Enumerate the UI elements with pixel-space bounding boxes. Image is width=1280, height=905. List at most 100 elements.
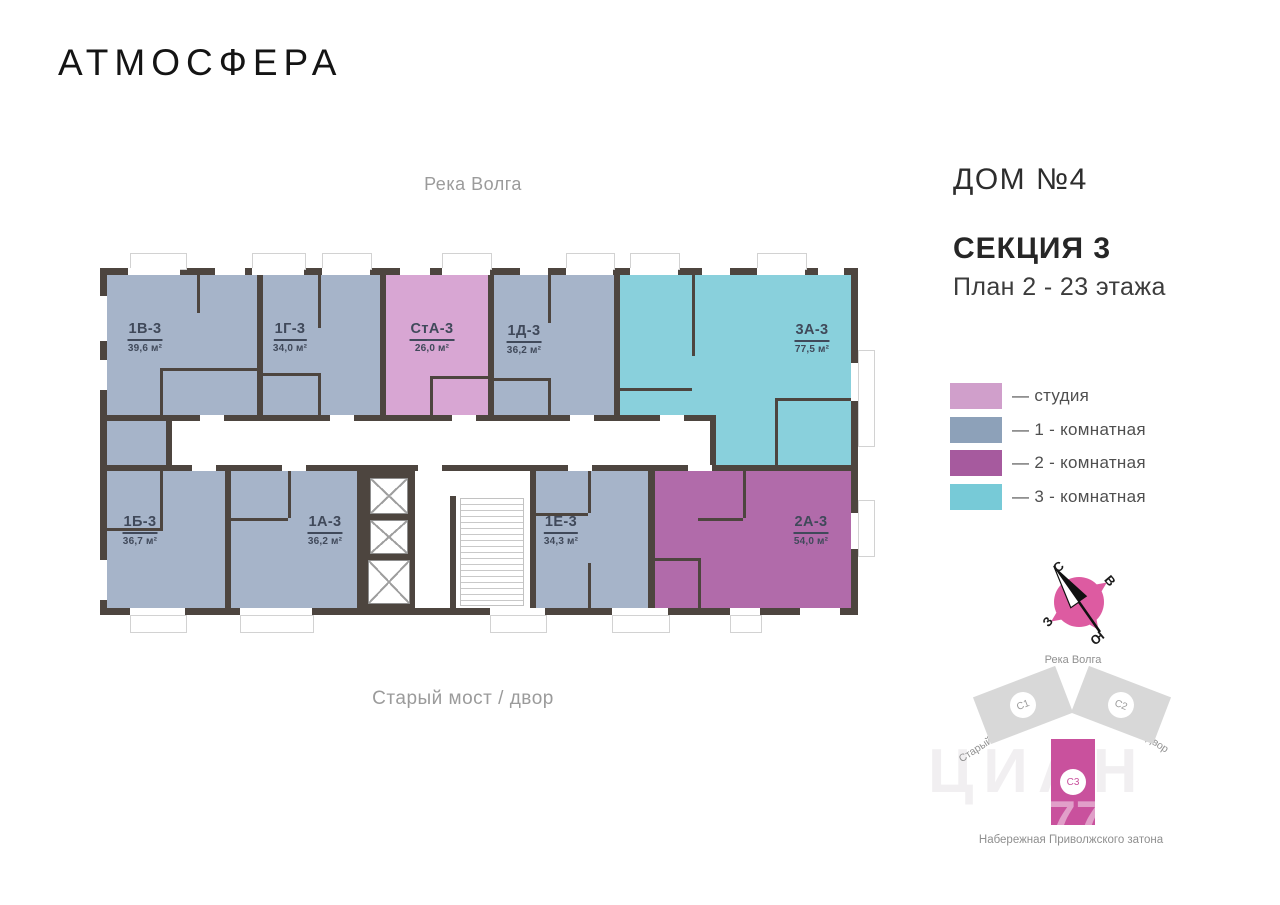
wall-segment bbox=[698, 518, 743, 521]
wall-segment bbox=[698, 558, 701, 608]
window bbox=[100, 560, 107, 600]
wall-segment bbox=[588, 563, 591, 608]
compass-icon: С В З Ю bbox=[1039, 558, 1119, 644]
elevator-icon bbox=[370, 520, 408, 554]
window bbox=[757, 268, 805, 275]
wall-segment bbox=[197, 275, 200, 313]
legend-item-studio: — студия bbox=[950, 383, 1089, 409]
river-side-label: Река Волга bbox=[424, 174, 522, 194]
wall-segment bbox=[288, 471, 291, 518]
window bbox=[130, 608, 185, 615]
window bbox=[566, 268, 613, 275]
section-1-badge: С1 bbox=[1006, 688, 1040, 722]
wall-segment bbox=[231, 518, 288, 521]
legend-item-3room: — 3 - комнатная bbox=[950, 484, 1146, 510]
watermark-number: 77 bbox=[1048, 791, 1104, 847]
apartment-1g-3 bbox=[263, 275, 380, 415]
wall-segment bbox=[318, 275, 321, 328]
window bbox=[322, 268, 370, 275]
apartment-1d-3 bbox=[494, 275, 614, 415]
svg-text:Ю: Ю bbox=[1087, 628, 1107, 644]
legend-swatch-3room bbox=[950, 484, 1002, 510]
legend-item-2room: — 2 - комнатная bbox=[950, 450, 1146, 476]
window bbox=[630, 268, 678, 275]
window bbox=[215, 268, 245, 275]
site-mini-map: ЦИАН Река Волга С1 С2 С3 77 Старый мост … bbox=[928, 650, 1262, 860]
wall-segment bbox=[620, 388, 692, 391]
brand-logo: АТМОСФЕРА bbox=[58, 42, 343, 83]
wall-segment bbox=[775, 398, 851, 401]
wall-segment bbox=[318, 373, 321, 415]
legend-item-1room: — 1 - комнатная bbox=[950, 417, 1146, 443]
wall-segment bbox=[775, 398, 778, 465]
apartment-3a-3 bbox=[620, 275, 851, 415]
window bbox=[400, 268, 430, 275]
door-opening bbox=[568, 465, 592, 471]
balcony bbox=[240, 615, 314, 633]
window bbox=[851, 513, 858, 549]
wall-segment bbox=[548, 275, 551, 323]
apartment-1a-3 bbox=[231, 471, 357, 608]
wall-segment bbox=[263, 373, 318, 376]
wall-segment bbox=[430, 376, 488, 379]
window bbox=[730, 608, 760, 615]
wall-segment bbox=[743, 471, 746, 518]
corridor bbox=[172, 421, 710, 465]
window bbox=[100, 296, 107, 341]
door-opening bbox=[570, 415, 594, 421]
apartment-1b-3 bbox=[107, 471, 225, 608]
balcony bbox=[130, 615, 187, 633]
window bbox=[800, 608, 840, 615]
window bbox=[442, 268, 490, 275]
apartment-sta-3 bbox=[386, 275, 488, 415]
staircase-icon bbox=[460, 498, 524, 606]
wall-segment bbox=[430, 376, 433, 415]
section-title: СЕКЦИЯ 3 bbox=[953, 232, 1112, 265]
apartment-3a-3-lower bbox=[716, 415, 851, 465]
window bbox=[128, 268, 180, 275]
door-opening bbox=[660, 415, 684, 421]
apartment-2a-3 bbox=[655, 471, 851, 608]
window bbox=[702, 268, 730, 275]
door-opening bbox=[192, 465, 216, 471]
wall-segment bbox=[160, 368, 257, 371]
house-title: ДОМ №4 bbox=[953, 163, 1088, 196]
svg-text:З: З bbox=[1039, 614, 1056, 630]
legend-swatch-2room bbox=[950, 450, 1002, 476]
balcony bbox=[858, 500, 875, 557]
door-opening bbox=[282, 465, 306, 471]
balcony bbox=[730, 615, 762, 633]
window bbox=[818, 268, 844, 275]
svg-text:С: С bbox=[1050, 558, 1067, 576]
legend-swatch-1room bbox=[950, 417, 1002, 443]
window bbox=[851, 363, 858, 401]
balcony bbox=[612, 615, 670, 633]
floor-plan: 1В-3 39,6 м² 1Г-3 34,0 м² СтА-3 26,0 м² 1Д-… bbox=[100, 253, 875, 633]
apartment-1v-3 bbox=[107, 275, 257, 415]
door-opening bbox=[330, 415, 354, 421]
stair-wall bbox=[450, 496, 456, 608]
section-3-badge: С3 bbox=[1060, 769, 1086, 795]
floors-subtitle: План 2 - 23 этажа bbox=[953, 273, 1166, 301]
wall-segment bbox=[160, 368, 163, 415]
site-map-section-3-active: С3 bbox=[1051, 739, 1095, 825]
door-opening bbox=[452, 415, 476, 421]
door-opening bbox=[200, 415, 224, 421]
door-opening bbox=[688, 465, 712, 471]
wall-segment bbox=[548, 378, 551, 415]
section-2-badge: С2 bbox=[1104, 688, 1138, 722]
street-side-label: Старый мост / двор bbox=[372, 688, 554, 709]
site-map-section-2: С2 bbox=[1070, 665, 1172, 745]
wall-segment bbox=[536, 513, 588, 516]
window bbox=[240, 608, 312, 615]
window bbox=[100, 360, 107, 390]
site-map-section-1: С1 bbox=[972, 665, 1074, 745]
wall-segment bbox=[692, 275, 695, 356]
window bbox=[252, 268, 304, 275]
wall-segment bbox=[655, 558, 698, 561]
wall-segment bbox=[107, 528, 160, 531]
door-opening bbox=[418, 465, 442, 471]
elevator-icon bbox=[368, 560, 410, 604]
legend-swatch-studio bbox=[950, 383, 1002, 409]
balcony bbox=[490, 615, 547, 633]
